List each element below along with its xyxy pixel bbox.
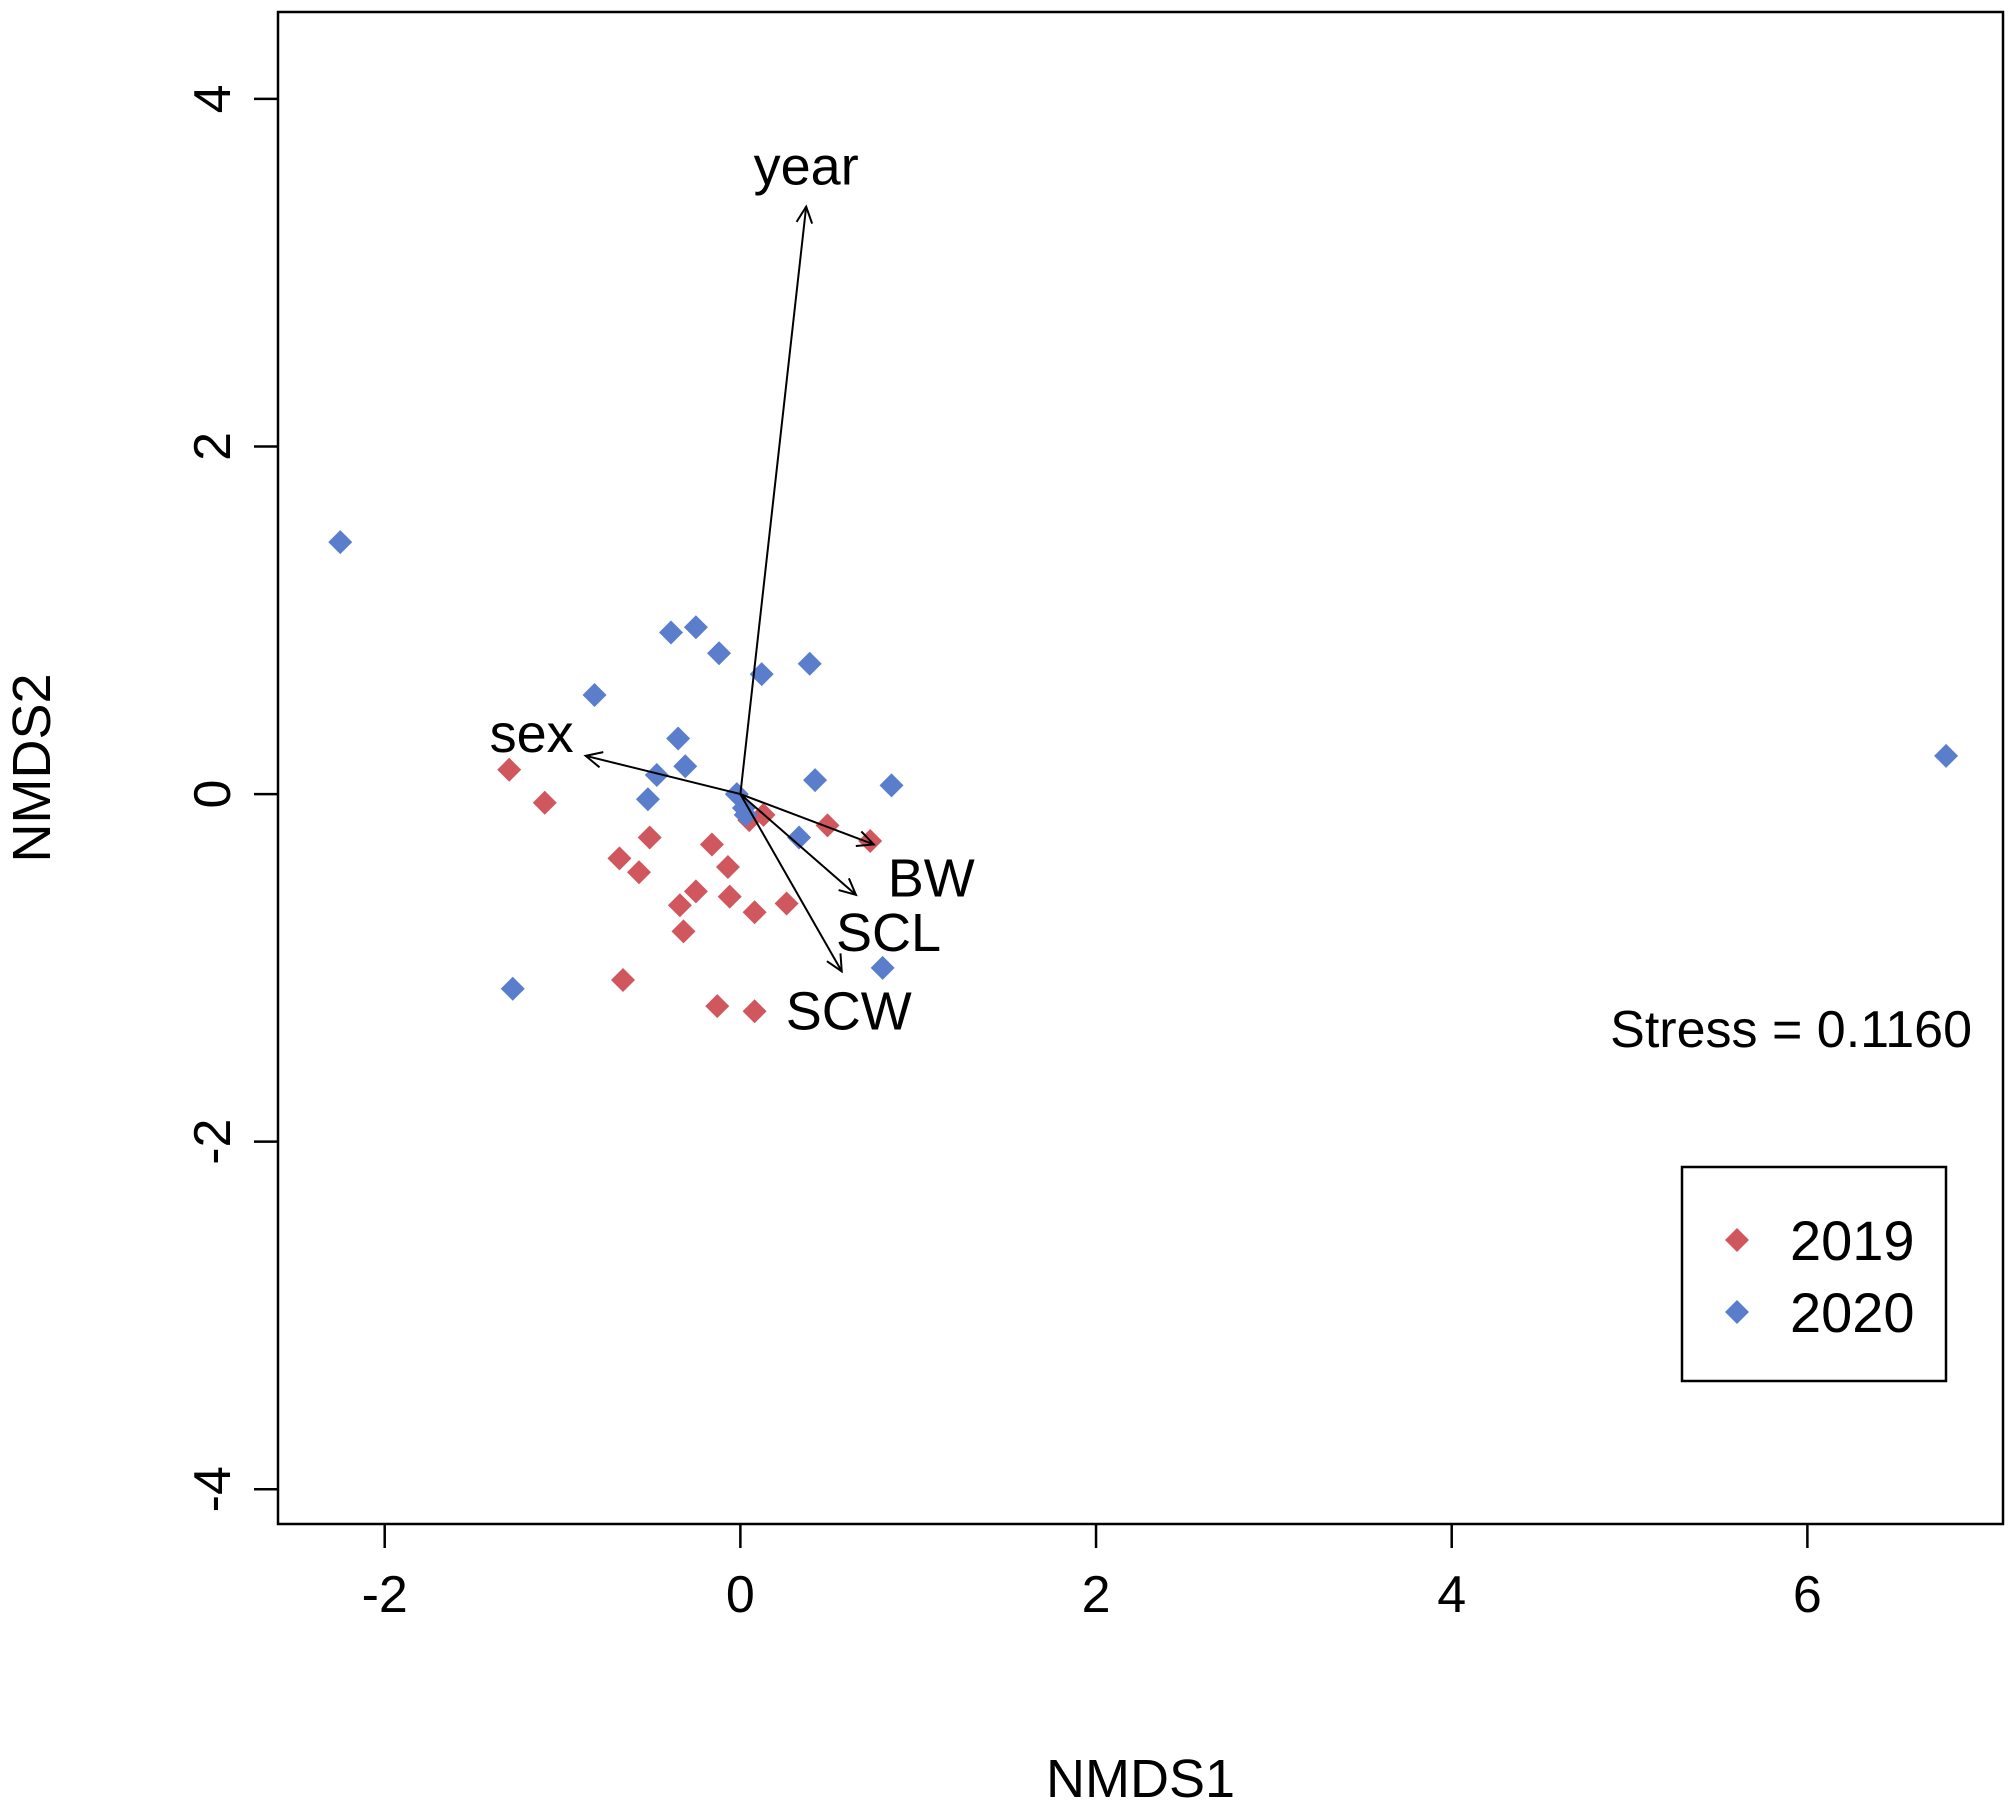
y-axis-title: NMDS2: [2, 673, 62, 862]
point-2019: [671, 919, 696, 944]
point-2019: [667, 893, 692, 918]
x-tick-label: 0: [726, 1566, 755, 1624]
y-tick-label: 0: [184, 780, 242, 809]
legend-box: [1680, 1165, 1948, 1383]
point-2019: [627, 860, 652, 885]
y-tick-label: 2: [184, 432, 242, 461]
vector-label-BW: BW: [888, 848, 975, 908]
x-tick-label: 4: [1437, 1566, 1466, 1624]
stress-annotation: Stress = 0.1160: [1610, 1001, 1972, 1059]
vector-label-SCW: SCW: [786, 981, 912, 1041]
point-2019: [611, 968, 635, 993]
legend-label-2020: 2020: [1790, 1281, 1915, 1344]
plot-frame: [276, 10, 2005, 1526]
x-tick-label: 6: [1793, 1566, 1822, 1624]
vector-label-SCL: SCL: [836, 903, 941, 963]
point-2019: [774, 891, 799, 916]
arrowhead-BW: [855, 830, 876, 848]
arrowhead-SCL: [838, 877, 858, 897]
legend-label-2019: 2019: [1790, 1209, 1915, 1272]
point-2020: [582, 683, 607, 708]
point-2020: [673, 754, 698, 779]
point-2019: [742, 999, 767, 1024]
vector-BW: [740, 793, 875, 846]
point-2020: [683, 615, 708, 640]
point-2020: [870, 955, 895, 980]
point-2019: [607, 846, 632, 871]
vector-sex: [585, 754, 741, 796]
point-2020: [733, 802, 758, 827]
point-2020: [797, 651, 822, 676]
point-2019: [717, 884, 742, 909]
point-2019: [705, 994, 730, 1019]
point-2019: [683, 879, 708, 904]
point-2019: [497, 757, 522, 782]
vector-label-year: year: [754, 137, 859, 197]
vector-SCL: [739, 793, 857, 896]
point-2020: [635, 787, 660, 812]
vector-label-sex: sex: [490, 704, 574, 764]
point-2019: [815, 813, 840, 838]
point-2020: [1934, 743, 1959, 768]
point-2019: [637, 825, 662, 850]
point-2019: [699, 832, 724, 857]
point-2020: [787, 825, 812, 850]
y-tick-label: -2: [184, 1119, 242, 1165]
arrowhead-SCW: [826, 953, 843, 974]
point-2020: [644, 762, 669, 787]
point-2020: [879, 773, 904, 798]
point-2020: [803, 768, 828, 793]
data-points: [328, 530, 1959, 1024]
point-2020: [707, 641, 732, 666]
legend-marker-2019: [1725, 1228, 1749, 1252]
legend: 2019 2020: [1680, 1165, 1948, 1383]
point-2020: [500, 976, 525, 1001]
plot-box: [276, 10, 2005, 1526]
arrowhead-year: [795, 204, 814, 224]
x-axis-title: NMDS1: [1046, 1749, 1235, 1808]
point-2019: [532, 790, 557, 815]
point-2020: [328, 530, 353, 555]
y-tick-label: -4: [184, 1466, 242, 1512]
point-2020: [659, 620, 684, 645]
x-tick-label: 2: [1082, 1566, 1111, 1624]
y-tick-label: 4: [184, 84, 242, 113]
point-2019: [715, 855, 740, 880]
legend-marker-2020: [1725, 1300, 1749, 1324]
point-2020: [666, 726, 691, 751]
point-2019: [742, 900, 767, 925]
x-tick-label: -2: [362, 1566, 408, 1624]
point-2020: [749, 662, 774, 687]
vector-SCW: [739, 793, 843, 972]
vector-year: [739, 206, 808, 795]
axes: -2 0 2 4 6 -4 -2 0 2 4: [184, 84, 1822, 1624]
arrowhead-sex: [583, 751, 604, 769]
